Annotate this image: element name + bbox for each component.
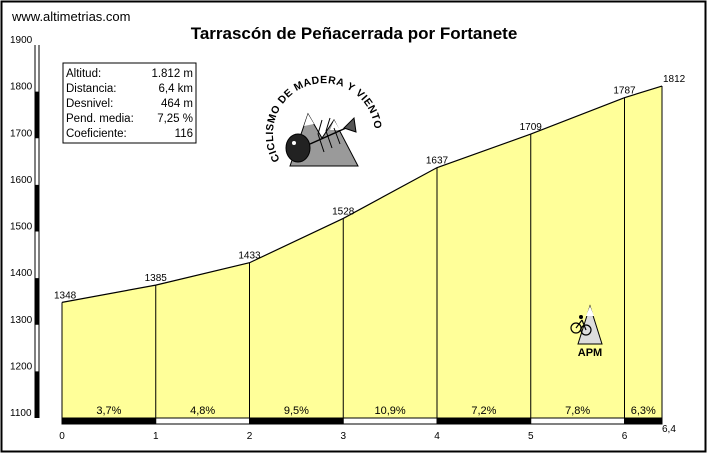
site-url: www.altimetrias.com [11, 9, 130, 24]
segment-gradient-6: 6,3% [631, 405, 656, 417]
y-axis: 1100 1200 1300 1400 1500 1600 1700 1800 1900 [10, 35, 40, 419]
x-tick-label-1: 1 [153, 431, 159, 442]
elevation-label-0: 1348 [54, 290, 77, 301]
y-tick-label-5: 1600 [10, 175, 33, 186]
profile-area [62, 86, 662, 418]
stat-label-0: Altitud: [66, 68, 101, 80]
x-tick-label-2: 2 [247, 431, 253, 442]
elevation-label-2: 1433 [238, 251, 261, 262]
chart-title: Tarrascón de Peñacerrada por Fortanete [191, 24, 518, 43]
segment-band-1 [155, 417, 250, 425]
stat-value-4: 116 [175, 128, 193, 140]
y-tick-label-6: 1700 [10, 128, 33, 139]
x-tick-label-5: 5 [528, 431, 534, 442]
apm-badge: APM [570, 304, 603, 359]
segment-band-0 [61, 417, 157, 425]
y-tick-label-2: 1300 [10, 315, 33, 326]
stats-box-frame [62, 62, 197, 144]
club-logo: CICLISMO DE MADERA Y VIENTO [264, 74, 383, 184]
stat-value-0: 1.812 m [151, 68, 193, 80]
y-tick-label-7: 1800 [10, 82, 33, 93]
apm-text: APM [578, 347, 602, 359]
y-tick-label-8: 1900 [10, 35, 33, 46]
stat-label-2: Desnivel: [66, 98, 113, 110]
segment-band-2 [249, 417, 344, 425]
stat-value-1: 6,4 km [158, 83, 193, 95]
segment-gradient-3: 10,9% [375, 405, 406, 417]
y-tick-label-4: 1500 [10, 222, 33, 233]
x-tick-label-6: 6 [622, 431, 628, 442]
segment-band-6 [624, 417, 663, 425]
mountain-fish-logo-icon [285, 112, 359, 167]
segment-band-3 [342, 417, 438, 425]
stat-label-3: Pend. media: [66, 113, 134, 125]
segment-band-4 [436, 417, 532, 425]
elevation-label-6: 1787 [613, 86, 636, 97]
elevation-label-4: 1637 [426, 156, 449, 167]
elevation-label-3: 1528 [332, 206, 355, 217]
profile-line [61, 85, 663, 303]
segment-gradient-bar: 3,7% 4,8% 9,5% 10,9% 7,2% 7,8% 6,3% [61, 405, 663, 425]
stat-value-3: 7,25 % [157, 113, 193, 125]
x-tick-label-0: 0 [59, 431, 65, 442]
stat-label-4: Coeficiente: [66, 128, 127, 140]
segment-gradient-0: 3,7% [96, 405, 121, 417]
stat-label-1: Distancia: [66, 83, 117, 95]
elevation-label-1: 1385 [145, 273, 168, 284]
y-tick-label-3: 1400 [10, 268, 33, 279]
segment-gradient-2: 9,5% [284, 405, 309, 417]
stats-rows: Altitud: 1.812 m Distancia: 6,4 km Desnivel:… [66, 68, 193, 140]
elevation-label-7: 1812 [663, 74, 686, 85]
y-tick-label-0: 1100 [10, 408, 32, 419]
y-tick-label-1: 1200 [10, 361, 33, 372]
segment-gradient-4: 7,2% [471, 405, 496, 417]
segment-gradient-1: 4,8% [190, 405, 215, 417]
stat-value-2: 464 m [161, 98, 193, 110]
x-tick-label-3: 3 [340, 431, 346, 442]
stats-box: Altitud: 1.812 m Distancia: 6,4 km Desnivel:… [62, 62, 197, 144]
segment-gradient-5: 7,8% [565, 405, 590, 417]
x-tick-label-7: 6,4 [662, 424, 676, 435]
segment-band-5 [530, 417, 625, 425]
profile-layer: 1348 1385 1433 1528 1637 1709 1787 1812 [54, 74, 686, 418]
x-tick-label-4: 4 [434, 431, 440, 442]
elevation-label-5: 1709 [520, 122, 543, 133]
